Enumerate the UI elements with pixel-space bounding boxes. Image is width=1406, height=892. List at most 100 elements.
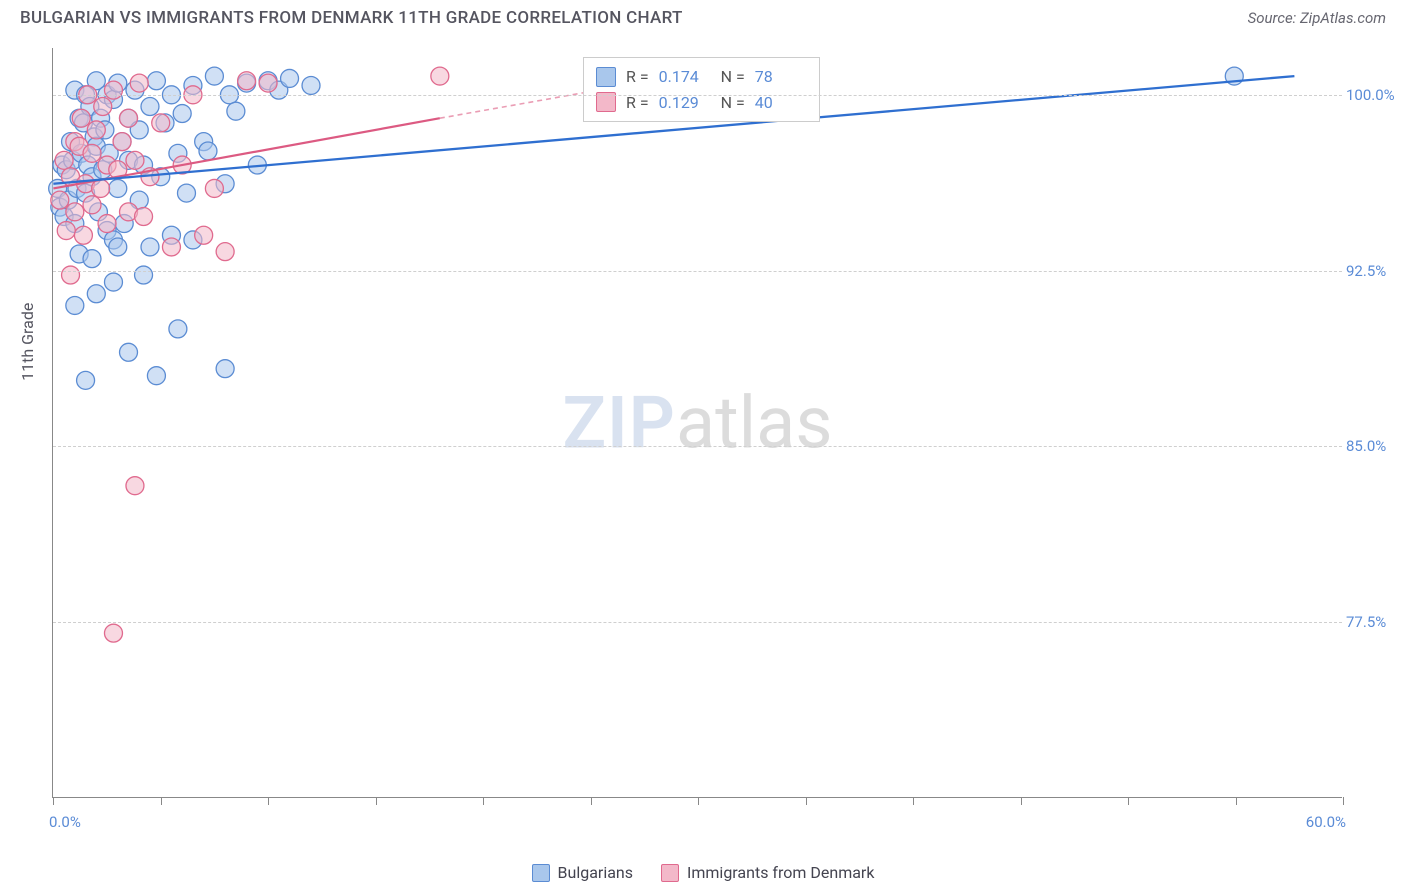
data-point-bulgarians — [66, 296, 84, 314]
data-point-bulgarians — [87, 285, 105, 303]
data-point-bulgarians — [120, 343, 138, 361]
x-tick-mark — [1343, 797, 1344, 805]
chart-header: BULGARIAN VS IMMIGRANTS FROM DENMARK 11T… — [0, 0, 1406, 34]
chart-svg — [53, 48, 1342, 797]
data-point-bulgarians — [199, 142, 217, 160]
data-point-denmark — [94, 98, 112, 116]
data-point-bulgarians — [135, 266, 153, 284]
r-value-bulgarians: 0.174 — [659, 64, 711, 90]
x-tick-mark — [913, 797, 914, 805]
legend-label-denmark: Immigrants from Denmark — [687, 863, 874, 882]
data-point-denmark — [83, 144, 101, 162]
legend-item-bulgarians: Bulgarians — [532, 863, 633, 882]
data-point-denmark — [238, 72, 256, 90]
data-point-denmark — [87, 121, 105, 139]
r-value-denmark: 0.129 — [659, 90, 711, 116]
x-tick-mark — [376, 797, 377, 805]
stats-row-denmark: R = 0.129 N = 40 — [596, 90, 807, 116]
data-point-denmark — [104, 624, 122, 642]
y-tick-label: 77.5% — [1346, 613, 1400, 631]
legend-swatch-bulgarians-icon — [532, 864, 550, 882]
gridline — [53, 95, 1342, 96]
data-point-bulgarians — [169, 320, 187, 338]
data-point-bulgarians — [141, 238, 159, 256]
x-axis-min-label: 0.0% — [49, 813, 81, 831]
x-tick-mark — [698, 797, 699, 805]
data-point-bulgarians — [216, 360, 234, 378]
data-point-denmark — [162, 238, 180, 256]
x-axis-max-label: 60.0% — [1306, 813, 1346, 831]
data-point-denmark — [120, 109, 138, 127]
data-point-bulgarians — [77, 371, 95, 389]
legend-swatch-denmark-icon — [661, 864, 679, 882]
n-value-denmark: 40 — [755, 90, 807, 116]
data-point-denmark — [431, 67, 449, 85]
stats-row-bulgarians: R = 0.174 N = 78 — [596, 64, 807, 90]
x-tick-mark — [1021, 797, 1022, 805]
source-label: Source: — [1248, 9, 1300, 27]
data-point-bulgarians — [302, 76, 320, 94]
y-tick-label: 85.0% — [1346, 437, 1400, 455]
legend-label-bulgarians: Bulgarians — [558, 863, 633, 882]
data-point-denmark — [130, 74, 148, 92]
gridline — [53, 446, 1342, 447]
data-point-bulgarians — [141, 98, 159, 116]
chart-plot-area: ZIPatlas R = 0.174 N = 78 R = 0.129 N = … — [52, 48, 1342, 798]
legend: Bulgarians Immigrants from Denmark — [0, 863, 1406, 882]
data-point-bulgarians — [147, 367, 165, 385]
data-point-denmark — [152, 114, 170, 132]
data-point-denmark — [205, 179, 223, 197]
data-point-denmark — [126, 477, 144, 495]
data-point-denmark — [74, 226, 92, 244]
data-point-denmark — [62, 266, 80, 284]
data-point-denmark — [113, 133, 131, 151]
data-point-denmark — [92, 179, 110, 197]
data-point-denmark — [259, 74, 277, 92]
data-point-bulgarians — [109, 238, 127, 256]
x-tick-mark — [268, 797, 269, 805]
x-tick-mark — [483, 797, 484, 805]
data-point-bulgarians — [104, 273, 122, 291]
r-label: R = — [626, 90, 649, 116]
r-label: R = — [626, 64, 649, 90]
data-point-denmark — [104, 81, 122, 99]
data-point-bulgarians — [281, 69, 299, 87]
data-point-bulgarians — [109, 179, 127, 197]
y-axis-title: 11th Grade — [18, 303, 37, 381]
legend-item-denmark: Immigrants from Denmark — [661, 863, 874, 882]
n-value-bulgarians: 78 — [755, 64, 807, 90]
data-point-bulgarians — [227, 102, 245, 120]
data-point-bulgarians — [205, 67, 223, 85]
n-label: N = — [721, 90, 745, 116]
data-point-bulgarians — [147, 72, 165, 90]
data-point-bulgarians — [177, 184, 195, 202]
data-point-denmark — [55, 151, 73, 169]
data-point-denmark — [51, 191, 69, 209]
data-point-denmark — [195, 226, 213, 244]
x-tick-mark — [1128, 797, 1129, 805]
data-point-denmark — [135, 208, 153, 226]
data-point-denmark — [216, 243, 234, 261]
chart-title: BULGARIAN VS IMMIGRANTS FROM DENMARK 11T… — [20, 8, 683, 28]
data-point-denmark — [57, 222, 75, 240]
x-tick-mark — [591, 797, 592, 805]
source-attribution: Source: ZipAtlas.com — [1248, 9, 1386, 27]
correlation-stats-box: R = 0.174 N = 78 R = 0.129 N = 40 — [583, 57, 820, 122]
y-tick-label: 92.5% — [1346, 262, 1400, 280]
source-name: ZipAtlas.com — [1300, 9, 1386, 27]
data-point-denmark — [126, 151, 144, 169]
data-point-denmark — [83, 196, 101, 214]
gridline — [53, 271, 1342, 272]
x-tick-mark — [161, 797, 162, 805]
x-tick-mark — [806, 797, 807, 805]
data-point-denmark — [66, 203, 84, 221]
swatch-bulgarians-icon — [596, 67, 616, 87]
y-tick-label: 100.0% — [1346, 86, 1400, 104]
data-point-denmark — [98, 215, 116, 233]
data-point-denmark — [72, 109, 90, 127]
data-point-bulgarians — [83, 250, 101, 268]
data-point-bulgarians — [173, 105, 191, 123]
n-label: N = — [721, 64, 745, 90]
x-tick-mark — [53, 797, 54, 805]
gridline — [53, 622, 1342, 623]
